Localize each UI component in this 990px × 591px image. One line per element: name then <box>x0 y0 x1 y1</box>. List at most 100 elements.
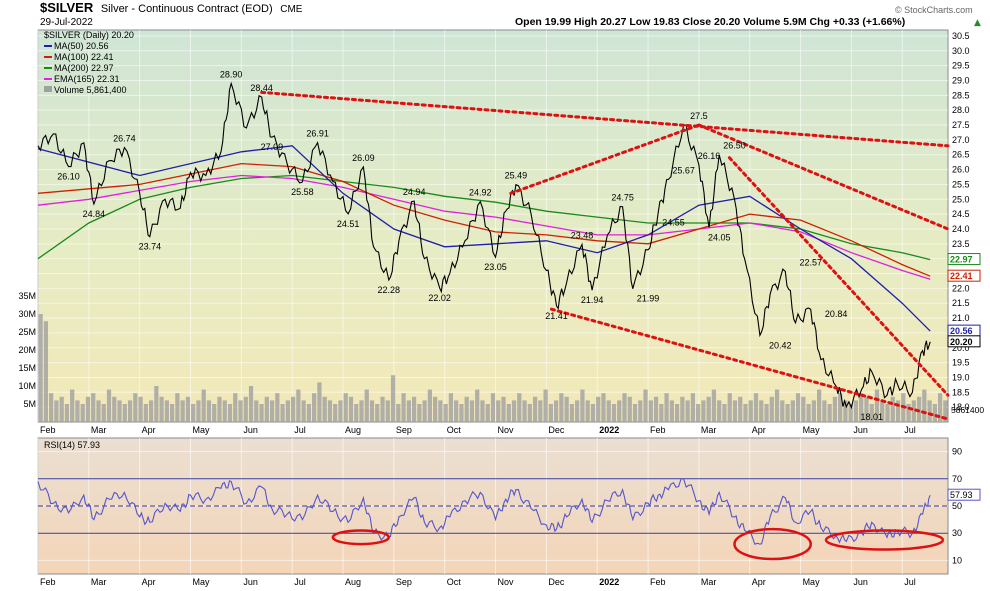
volume-bar <box>669 400 674 422</box>
volume-bar <box>701 400 706 422</box>
volume-tick-label: 30M <box>18 309 36 319</box>
volume-bar <box>475 389 480 422</box>
volume-bar <box>285 400 290 422</box>
price-label: 18.01 <box>860 412 883 422</box>
volume-bar <box>548 404 553 422</box>
rsi-x-tick-label: Mar <box>91 577 107 587</box>
volume-bar <box>70 389 75 422</box>
volume-bar <box>717 400 722 422</box>
volume-bar <box>380 396 385 422</box>
volume-bar <box>38 314 43 422</box>
volume-bar <box>690 393 696 422</box>
volume-bar <box>916 396 922 422</box>
rsi-x-tick-label: Feb <box>650 577 666 587</box>
ma100-line <box>37 162 931 277</box>
x-axis-labels: Feb Feb Mar Mar Apr Apr May May Jun Jun Jul Jul Aug A… <box>40 425 916 587</box>
volume-bar <box>433 396 438 422</box>
volume-bar <box>596 396 601 422</box>
volume-bar <box>138 396 143 422</box>
price-label: 21.41 <box>545 311 568 321</box>
volume-bar <box>75 400 80 422</box>
price-tick-label: 26.5 <box>952 150 970 160</box>
rsi-tick-label: 70 <box>952 474 962 484</box>
price-x-tick-label: Mar <box>701 425 717 435</box>
price-label: 24.84 <box>83 209 106 219</box>
exchange: CME <box>280 4 303 15</box>
price-label: 22.28 <box>378 285 401 295</box>
price-x-tick-label: May <box>803 425 821 435</box>
price-tick-label: 22.0 <box>952 283 970 293</box>
chart-date: 29-Jul-2022 <box>40 17 93 28</box>
price-x-tick-label: Feb <box>40 425 56 435</box>
volume-bar <box>427 389 433 422</box>
volume-bar <box>180 400 185 422</box>
volume-bar <box>885 404 890 422</box>
volume-bar <box>511 400 517 422</box>
rsi-tick-label: 90 <box>952 447 962 457</box>
volume-bar <box>91 393 96 422</box>
volume-bar <box>54 400 59 422</box>
volume-bar <box>622 393 627 422</box>
ema165-line <box>37 174 931 280</box>
volume-bar <box>212 404 217 422</box>
volume-bar <box>338 400 343 422</box>
volume-tick-label: 20M <box>18 345 36 355</box>
volume-bar <box>601 393 606 422</box>
legend-ma50: MA(50) 20.56 <box>54 41 109 51</box>
rsi-tick-label: 10 <box>952 555 962 565</box>
moving-averages <box>37 145 931 332</box>
volume-bar <box>790 400 795 422</box>
ma50-line <box>37 145 931 332</box>
price-x-tick-label: Apr <box>142 425 156 435</box>
volume-bar <box>280 404 285 422</box>
price-x-tick-label: Apr <box>752 425 766 435</box>
volume-bar <box>774 389 780 422</box>
price-label: 23.48 <box>571 230 594 240</box>
price-tick-label: 29.5 <box>952 61 970 71</box>
price-x-tick-label: Jul <box>904 425 916 435</box>
volume-bar <box>43 321 49 422</box>
price-label: 26.10 <box>57 172 80 182</box>
right-value-label: 22.41 <box>950 271 973 281</box>
rsi-x-tick-label: 2022 <box>599 577 619 587</box>
rsi-x-tick-label: Apr <box>142 577 156 587</box>
price-label: 26.91 <box>306 129 329 139</box>
volume-bar <box>932 404 937 422</box>
price-label: 24.55 <box>662 218 685 228</box>
volume-bar <box>312 393 317 422</box>
volume-bar <box>785 404 790 422</box>
volume-bar <box>122 404 127 422</box>
volume-bar <box>627 396 632 422</box>
price-tick-label: 30.5 <box>952 31 970 41</box>
volume-bar <box>354 404 359 422</box>
volume-bar <box>543 389 548 422</box>
rsi-x-tick-label: Jul <box>904 577 916 587</box>
volume-bar <box>485 404 490 422</box>
volume-bar <box>406 400 411 422</box>
volume-bar <box>748 400 753 422</box>
volume-bar <box>553 400 559 422</box>
price-label: 26.09 <box>352 153 375 163</box>
price-x-tick-label: Dec <box>548 425 565 435</box>
rsi-oversold-circle <box>733 527 812 561</box>
volume-bar <box>732 400 738 422</box>
price-labels: 24.84 26.10 26.74 23.74 28.90 28.44 27.09 25.58… <box>57 69 883 421</box>
volume-bar <box>795 393 801 422</box>
volume-bar <box>348 396 354 422</box>
price-label: 28.90 <box>220 69 243 79</box>
right-value-label: 20.20 <box>950 337 973 347</box>
rsi-oversold-circle <box>824 529 945 551</box>
volume-bar <box>590 404 596 422</box>
volume-bar <box>617 400 622 422</box>
price-tick-label: 27.0 <box>952 135 970 145</box>
volume-bar <box>564 396 569 422</box>
volume-bar <box>895 400 901 422</box>
rsi-x-tick-label: Nov <box>498 577 515 587</box>
volume-bar <box>443 404 448 422</box>
volume-bar <box>848 404 853 422</box>
legend-ema165: EMA(165) 22.31 <box>54 74 120 84</box>
volume-bar <box>275 393 280 422</box>
legend-ma100: MA(100) 22.41 <box>54 52 114 62</box>
volume-bar <box>101 404 106 422</box>
